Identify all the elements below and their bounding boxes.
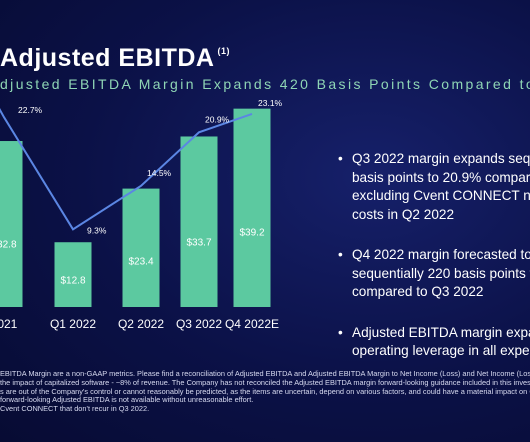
margin-point-label: 14.5% <box>147 168 172 178</box>
bar <box>0 141 23 307</box>
bullet-item: • Q4 2022 margin forecasted to sequentiall… <box>318 246 530 302</box>
bar-value-label: $32.8 <box>0 239 17 250</box>
bar-value-label: $33.7 <box>186 238 211 249</box>
bullet-list: • Q3 2022 margin expands sequ basis points… <box>318 150 530 383</box>
bullet-line: operating leverage in all expen <box>352 343 530 358</box>
bullet-line: basis points to 20.9% compare <box>352 169 530 185</box>
footnote-line: Cvent CONNECT that don't recur in Q3 202… <box>0 404 150 414</box>
bullet-dot-icon: • <box>338 247 343 262</box>
bullet-item: • Q3 2022 margin expands sequ basis points… <box>318 150 530 224</box>
bar <box>180 136 218 307</box>
ebitda-chart: $32.8 $12.8 $23.4 $33.7 $39.2 22.7% 9.3% 14.5% 2… <box>0 98 283 331</box>
footnote-line: forward-looking Adjusted EBITDA is not a… <box>0 395 254 405</box>
slide-title-text: Adjusted EBITDA <box>0 44 215 72</box>
bullet-line: costs in Q2 2022 <box>352 206 455 222</box>
category-tick-label: Q4 2022E <box>225 317 279 331</box>
bullet-line: Q3 2022 margin expands sequ <box>352 151 530 166</box>
bar <box>54 242 92 307</box>
footnote-line: s are out of the Company's control or ca… <box>0 386 530 396</box>
margin-point-label: 23.1% <box>258 98 283 108</box>
margin-point-label: 20.9% <box>205 114 230 124</box>
bar-value-label: $23.4 <box>128 256 153 267</box>
bullet-line: Adjusted EBITDA margin expa <box>352 324 530 340</box>
margin-point-label: 22.7% <box>18 105 43 115</box>
slide-title: Adjusted EBITDA (1) <box>0 44 230 73</box>
footnote: EBITDA Margin are a non-GAAP metrics. Pl… <box>0 370 530 414</box>
bullet-line: excluding Cvent CONNECT nor <box>352 188 530 203</box>
category-tick-label: Q3 2022 <box>176 317 222 331</box>
bar <box>122 188 160 307</box>
bar-value-label: $39.2 <box>239 228 264 239</box>
bar-value-label: $12.8 <box>60 276 85 287</box>
title-footnote-marker: (1) <box>217 45 230 56</box>
bullet-dot-icon: • <box>338 151 343 166</box>
bullet-line: Q4 2022 margin forecasted to <box>352 247 530 262</box>
category-tick-label: Q1 2022 <box>50 317 96 331</box>
margin-series-line <box>0 107 253 231</box>
bullet-line: compared to Q3 2022 <box>352 284 484 299</box>
footnote-line: the impact of capitalized software - ~8%… <box>0 377 530 387</box>
bullet-line: sequentially 220 basis points t <box>352 265 530 281</box>
category-tick-label: 2021 <box>0 317 18 331</box>
bullet-item: • Adjusted EBITDA margin expa operating le… <box>318 324 530 361</box>
margin-point-label: 9.3% <box>87 225 107 235</box>
slide-subtitle: djusted EBITDA Margin Expands 420 Basis … <box>0 76 530 92</box>
footnote-line: EBITDA Margin are a non-GAAP metrics. Pl… <box>0 370 530 378</box>
bar <box>233 108 271 307</box>
category-tick-label: Q2 2022 <box>118 317 164 331</box>
bullet-dot-icon: • <box>338 324 343 340</box>
